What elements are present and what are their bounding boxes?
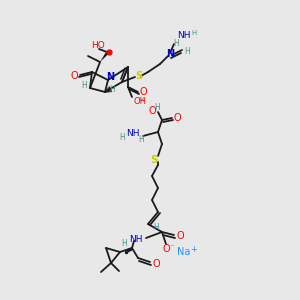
Text: NH: NH — [177, 32, 191, 40]
Text: ⁻: ⁻ — [170, 242, 174, 251]
Text: OH: OH — [134, 97, 147, 106]
Text: O: O — [173, 113, 181, 123]
Text: O: O — [152, 259, 160, 269]
Text: H: H — [109, 85, 115, 94]
Text: NH: NH — [129, 236, 143, 244]
Text: HO: HO — [91, 41, 105, 50]
Text: H: H — [119, 134, 125, 142]
Text: H: H — [121, 239, 127, 248]
Text: H: H — [138, 97, 144, 103]
Polygon shape — [100, 51, 110, 62]
Text: N: N — [106, 72, 114, 82]
Text: H: H — [184, 47, 190, 56]
Text: O: O — [148, 106, 156, 116]
Text: H: H — [81, 80, 87, 89]
Text: H: H — [138, 136, 144, 145]
Text: H: H — [173, 38, 179, 47]
Text: O: O — [162, 244, 170, 254]
Text: H: H — [154, 103, 160, 112]
Text: Na: Na — [177, 247, 191, 257]
Text: N: N — [166, 49, 174, 59]
Text: +: + — [190, 244, 197, 253]
Text: S: S — [135, 71, 142, 81]
Text: NH: NH — [126, 130, 140, 139]
Text: H: H — [191, 30, 196, 36]
Text: H: H — [153, 224, 159, 232]
Text: O: O — [70, 71, 78, 81]
Text: O: O — [139, 87, 147, 97]
Text: S: S — [150, 155, 158, 165]
Text: O: O — [176, 231, 184, 241]
